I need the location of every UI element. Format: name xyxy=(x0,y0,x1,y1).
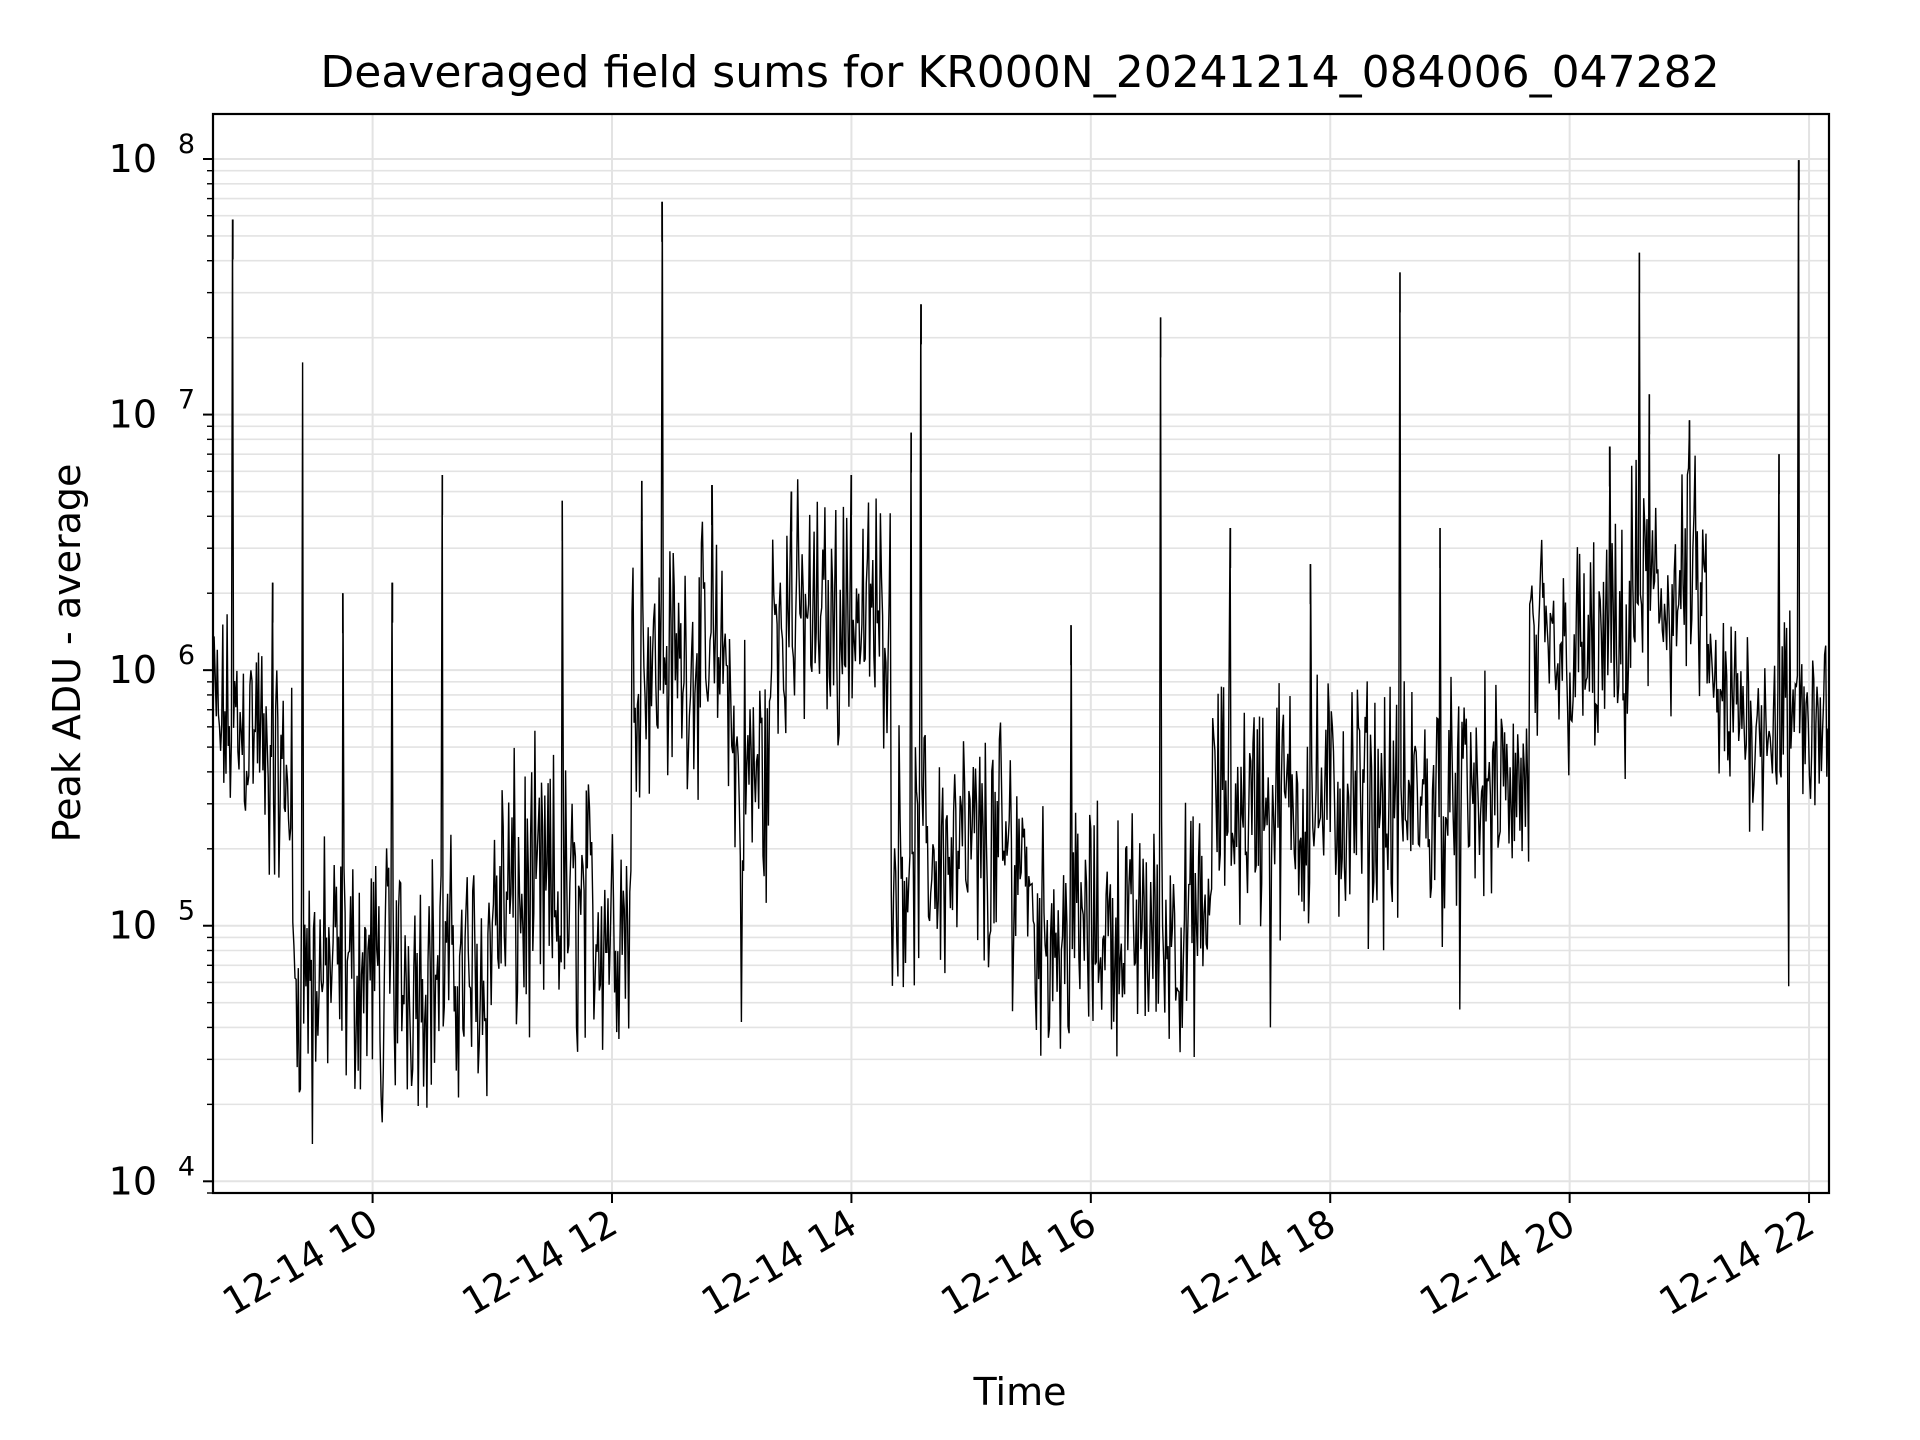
y-tick-label: 10 xyxy=(109,137,157,181)
y-tick-exponent: 5 xyxy=(178,896,195,927)
y-tick-exponent: 6 xyxy=(178,640,195,671)
y-tick-exponent: 7 xyxy=(178,385,195,416)
y-axis-label: Peak ADU - average xyxy=(45,464,89,843)
y-tick-label: 10 xyxy=(109,1159,157,1203)
y-tick-exponent: 4 xyxy=(178,1151,195,1182)
y-tick-label: 10 xyxy=(109,648,157,692)
series-layer xyxy=(212,160,1829,1145)
series-line xyxy=(212,160,1829,1145)
y-tick-exponent: 8 xyxy=(178,129,195,160)
y-tick-label: 10 xyxy=(109,904,157,948)
chart-title: Deaveraged field sums for KR000N_2024121… xyxy=(320,47,1719,98)
y-tick-label: 10 xyxy=(109,393,157,437)
x-axis-label: Time xyxy=(973,1370,1067,1414)
plot-frame xyxy=(211,112,1831,1195)
